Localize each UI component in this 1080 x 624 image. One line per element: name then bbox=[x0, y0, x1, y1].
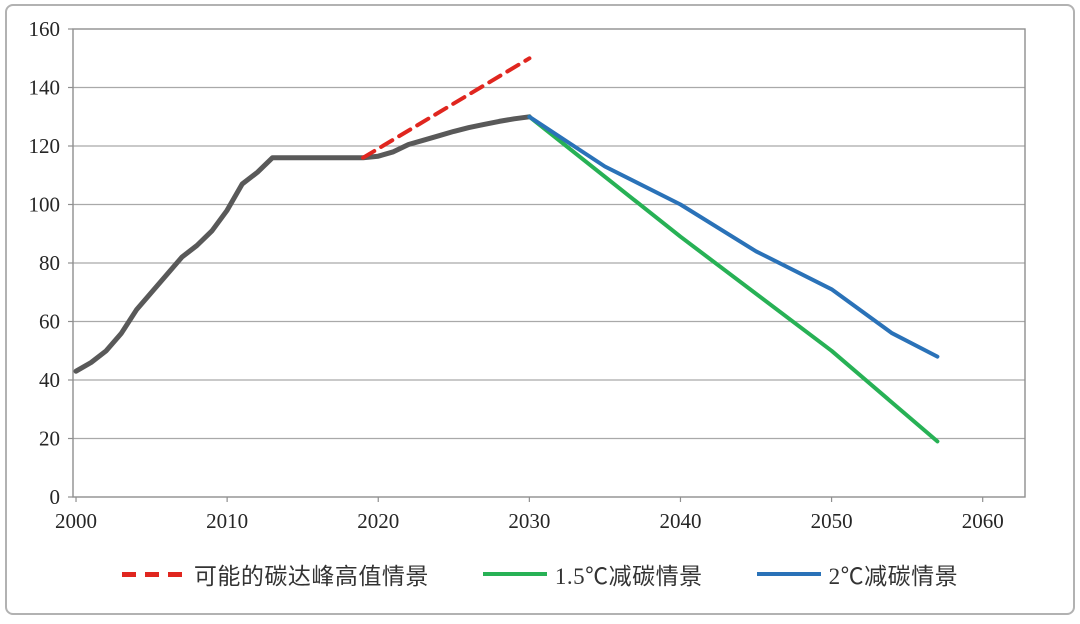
red-dashed-line-swatch bbox=[121, 571, 186, 577]
y-axis-label-140: 140 bbox=[29, 76, 61, 100]
chart-legend: 可能的碳达峰高值情景 1.5℃减碳情景 2℃减碳情景 bbox=[0, 557, 1080, 591]
x-axis-label-2060: 2060 bbox=[962, 509, 1004, 533]
y-axis-label-60: 60 bbox=[39, 310, 60, 334]
y-axis-label-100: 100 bbox=[29, 193, 61, 217]
y-axis-label-40: 40 bbox=[39, 368, 60, 392]
series-scenario-1-5c bbox=[527, 114, 940, 444]
y-axis-label-0: 0 bbox=[50, 485, 61, 509]
y-axis-label-160: 160 bbox=[29, 17, 61, 41]
legend-label-1-5c-scenario: 1.5℃减碳情景 bbox=[554, 564, 703, 589]
blue-line-swatch bbox=[756, 572, 821, 576]
x-axis-label-2050: 2050 bbox=[811, 509, 853, 533]
legend-label-peak-scenario: 可能的碳达峰高值情景 bbox=[193, 564, 429, 589]
legend-item-2c-scenario: 2℃减碳情景 bbox=[756, 557, 959, 591]
green-line-swatch bbox=[482, 572, 547, 576]
x-axis-label-2000: 2000 bbox=[55, 509, 97, 533]
y-axis-label-120: 120 bbox=[29, 134, 61, 158]
series-scenario-2c bbox=[527, 114, 940, 359]
legend-item-1-5c-scenario: 1.5℃减碳情景 bbox=[482, 557, 703, 591]
series-possible-peak-high-scenario bbox=[361, 56, 532, 160]
x-axis-label-2020: 2020 bbox=[357, 509, 399, 533]
series-historical-emissions bbox=[73, 114, 532, 374]
y-axis-label-20: 20 bbox=[39, 427, 60, 451]
legend-label-2c-scenario: 2℃减碳情景 bbox=[828, 564, 959, 589]
x-axis-label-2010: 2010 bbox=[206, 509, 248, 533]
x-axis-label-2040: 2040 bbox=[659, 509, 701, 533]
legend-item-peak-scenario: 可能的碳达峰高值情景 bbox=[121, 557, 429, 591]
x-axis-label-2030: 2030 bbox=[508, 509, 550, 533]
y-axis-label-80: 80 bbox=[39, 251, 60, 275]
